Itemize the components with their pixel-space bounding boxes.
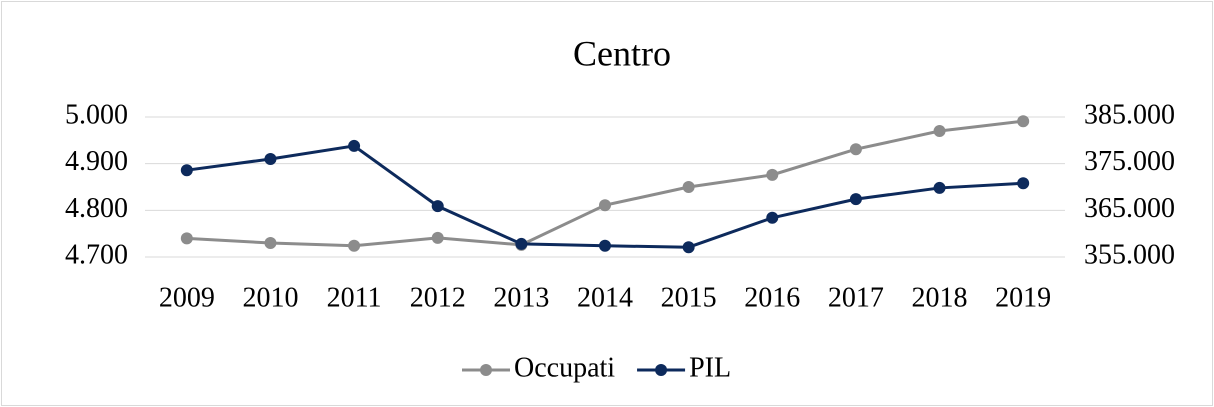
data-point	[515, 237, 528, 250]
y-tick-label: 5.000	[65, 99, 128, 130]
y-tick-label: 4.700	[65, 239, 128, 270]
y2-tick-label: 355.000	[1084, 239, 1175, 270]
x-tick-label: 2016	[744, 282, 800, 313]
data-point	[431, 200, 444, 213]
data-point	[180, 232, 193, 245]
data-point	[933, 181, 946, 194]
y-tick-label: 4.800	[65, 193, 128, 224]
y-tick-label: 4.900	[65, 146, 128, 177]
data-point	[1017, 115, 1030, 128]
data-point	[264, 153, 277, 165]
chart-title: Centro	[573, 33, 671, 73]
data-point	[348, 139, 361, 152]
y2-tick-label: 375.000	[1084, 146, 1175, 177]
data-point	[599, 199, 611, 212]
x-tick-label: 2014	[577, 282, 633, 313]
data-point	[933, 125, 946, 137]
data-point	[1017, 177, 1030, 190]
data-point	[766, 211, 779, 224]
x-tick-label: 2010	[242, 282, 298, 313]
data-point	[849, 193, 862, 206]
x-tick-label: 2012	[410, 282, 466, 313]
data-point	[849, 143, 862, 156]
data-point	[431, 231, 444, 244]
data-point	[682, 181, 695, 193]
x-tick-label: 2019	[995, 282, 1051, 313]
x-tick-label: 2011	[327, 282, 382, 313]
x-tick-label: 2013	[493, 282, 549, 313]
x-tick-label: 2017	[828, 282, 884, 313]
data-point	[682, 241, 695, 254]
legend-label: PIL	[689, 352, 731, 383]
legend-marker	[655, 364, 668, 376]
data-point	[599, 239, 611, 252]
x-tick-label: 2018	[912, 282, 968, 313]
x-tick-label: 2015	[661, 282, 717, 313]
y2-tick-label: 385.000	[1084, 99, 1175, 130]
x-tick-label: 2009	[159, 282, 215, 313]
data-point	[180, 164, 193, 177]
y2-tick-label: 365.000	[1084, 193, 1175, 224]
data-point	[766, 168, 779, 181]
legend-label: Occupati	[514, 352, 615, 383]
data-point	[348, 239, 361, 252]
data-point	[264, 237, 277, 249]
legend-marker	[480, 364, 492, 376]
